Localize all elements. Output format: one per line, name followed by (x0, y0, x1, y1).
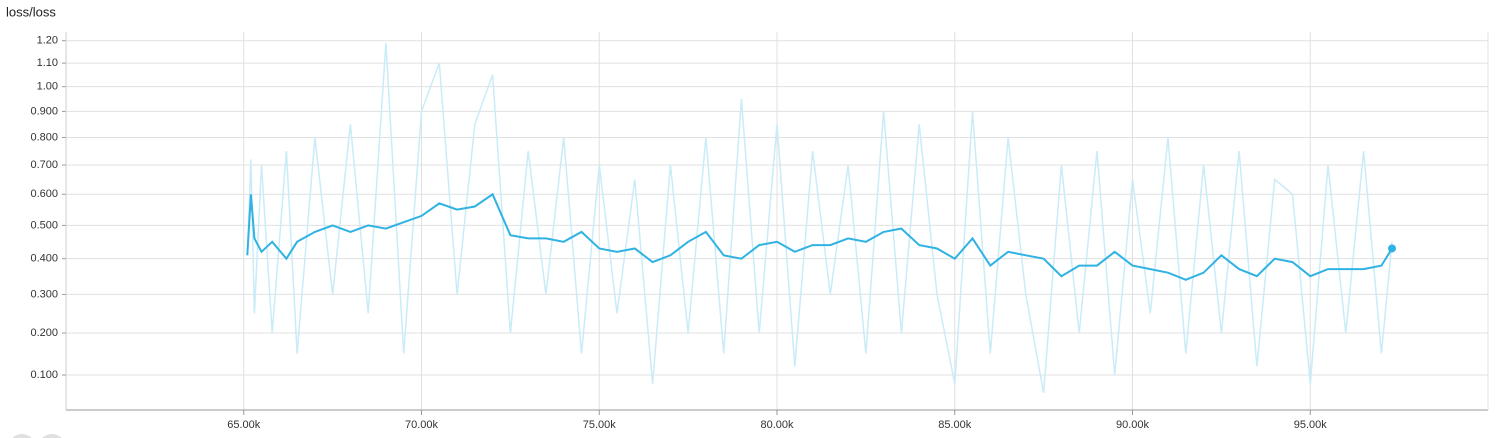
x-tick-label: 70.00k (405, 419, 439, 431)
y-tick-label: 0.500 (30, 219, 58, 231)
series-line (246, 192, 1393, 281)
y-tick-label: 0.400 (30, 253, 58, 265)
button[interactable] (38, 434, 66, 438)
chart-title: loss/loss (6, 4, 56, 19)
last-point (1388, 244, 1397, 253)
corner-buttons[interactable] (8, 434, 66, 438)
y-tick-label: 0.100 (30, 369, 58, 381)
y-tick-label: 0.800 (30, 131, 58, 143)
y-tick-label: 1.00 (37, 81, 58, 93)
button[interactable] (8, 434, 36, 438)
x-tick-label: 65.00k (227, 419, 261, 431)
y-tick-label: 1.10 (37, 57, 58, 69)
y-tick-label: 0.200 (30, 327, 58, 339)
y-tick-label: 0.600 (30, 188, 58, 200)
x-tick-label: 75.00k (583, 419, 617, 431)
series-line (246, 42, 1393, 394)
x-tick-label: 85.00k (938, 419, 972, 431)
y-tick-label: 1.20 (37, 35, 58, 47)
y-tick-label: 0.700 (30, 159, 58, 171)
x-tick-label: 90.00k (1116, 419, 1150, 431)
y-tick-label: 0.900 (30, 105, 58, 117)
x-tick-label: 95.00k (1294, 419, 1328, 431)
y-tick-label: 0.300 (30, 288, 58, 300)
x-tick-label: 80.00k (760, 419, 794, 431)
